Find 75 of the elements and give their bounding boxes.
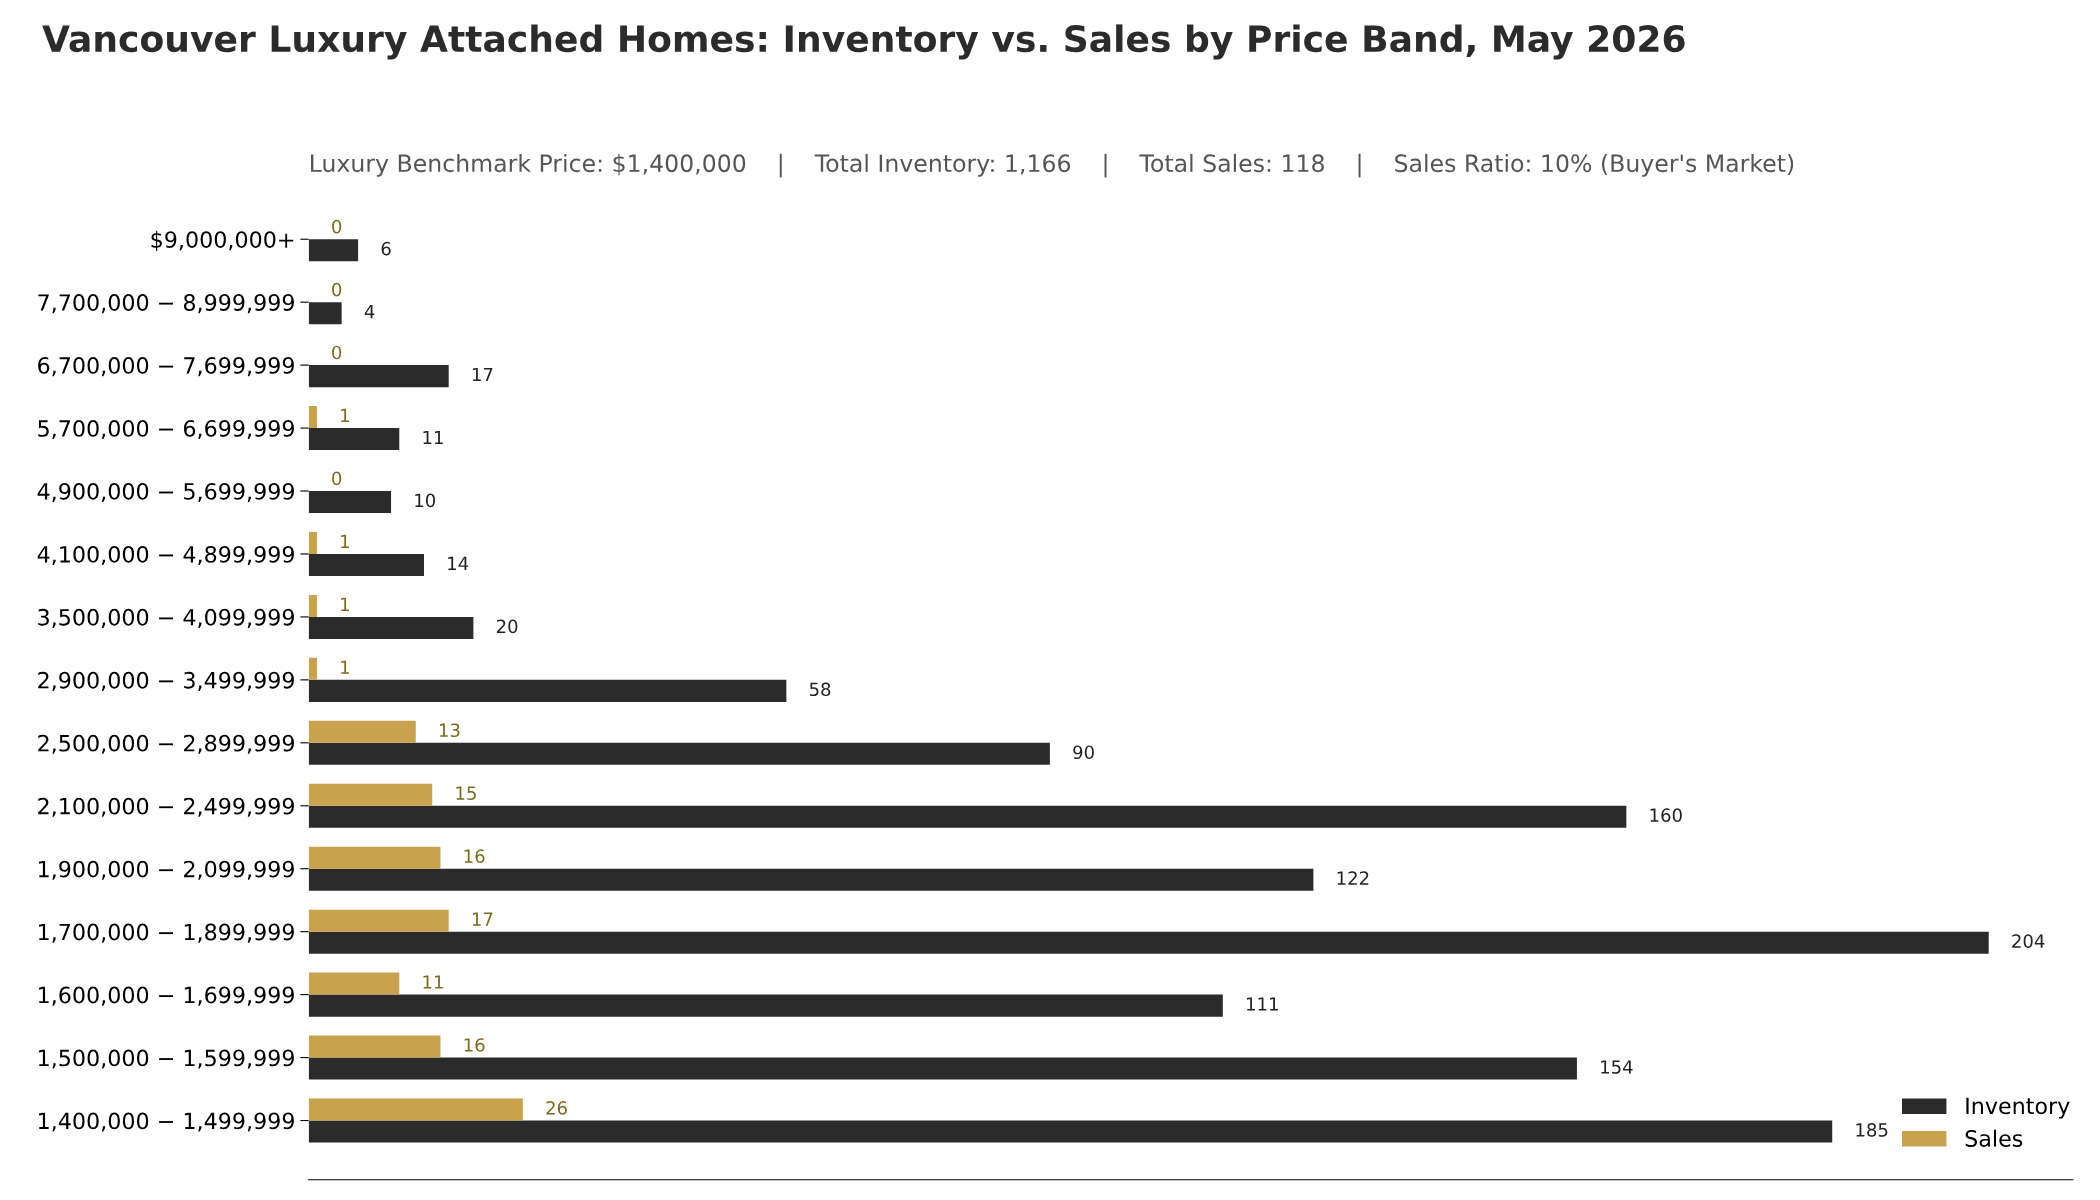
bar [308,657,317,680]
bar [308,531,317,554]
data-label: 11 [423,430,443,445]
legend-label: Inventory [1966,1097,2070,1119]
chart-title: Vancouver Luxury Attached Homes: Inventory vs. Sales by Price Band, May 2026 [42,24,1685,60]
bar [308,365,449,388]
data-label: 1 [341,534,349,548]
bar [308,406,317,429]
bar [308,302,342,325]
bar [308,972,400,995]
data-label: 1 [341,660,349,674]
bar [308,783,433,806]
bar [308,616,474,639]
bar [308,1057,1577,1080]
data-label: 14 [448,556,469,570]
y-tick-label: 2,500,000 − 2,899,999 [38,734,294,754]
data-label: 13 [439,723,460,738]
chart-subtitle: Luxury Benchmark Price: $1,400,000 | Total Inventory: 1,166 | Total Sales: 118 | Sales Ratio: 10% (Buyer's Market) [311,153,1794,178]
data-label: 1 [341,597,349,611]
bar [308,720,416,743]
data-label: 1 [341,408,349,423]
bar [308,239,359,262]
data-label: 185 [1856,1123,1888,1137]
y-tick-label: 4,900,000 − 5,699,999 [37,482,294,503]
y-tick-label: 1,700,000 − 1,899,999 [39,923,294,943]
data-label: 17 [472,367,493,382]
data-label: 16 [464,1038,485,1052]
bar [308,1035,441,1058]
y-tick-label: 6,700,000 − 7,699,999 [38,357,294,377]
y-tick-label: 2,900,000 − 3,499,999 [38,671,294,691]
data-label: 204 [2012,934,2045,948]
bar [308,805,1627,828]
data-label: 58 [809,682,831,697]
data-label: 160 [1650,808,1682,823]
bar [308,994,1223,1017]
bar [308,868,1314,891]
data-label: 10 [415,493,436,508]
legend-label: Sales [1965,1129,2023,1147]
bar [308,909,449,932]
bar [308,594,317,617]
data-label: 0 [332,219,342,234]
data-label: 0 [332,345,342,360]
y-tick-label: $9,000,000+ [151,230,294,251]
data-label: 0 [332,471,342,486]
y-tick-label: 4,100,000 − 4,899,999 [37,545,294,565]
data-label: 16 [464,849,485,863]
data-label: 4 [364,305,375,319]
data-label: 26 [546,1101,567,1115]
bar [308,679,787,702]
bar [308,846,441,869]
data-label: 111 [1247,997,1278,1011]
y-tick-label: 2,100,000 − 2,499,999 [38,797,294,817]
bar [308,491,392,514]
bar [308,742,1050,765]
y-tick-label: 5,700,000 − 6,699,999 [38,420,294,440]
y-tick-label: 7,700,000 − 8,999,999 [38,294,294,314]
y-tick-label: 1,600,000 − 1,699,999 [39,986,294,1006]
data-label: 6 [381,241,391,256]
data-label: 15 [456,786,476,800]
bar [308,1120,1833,1143]
data-label: 20 [496,619,518,634]
y-tick-label: 1,400,000 − 1,499,999 [39,1112,294,1132]
y-tick-label: 1,500,000 − 1,599,999 [39,1049,294,1069]
data-label: 122 [1337,871,1369,885]
bar [308,931,1989,954]
y-tick-label: 3,500,000 − 4,099,999 [38,608,294,628]
bar [308,1098,523,1121]
bar [308,428,400,451]
data-label: 90 [1073,745,1094,760]
data-label: 154 [1601,1060,1633,1074]
data-label: 0 [332,282,342,297]
bar [308,553,424,576]
data-label: 17 [472,912,493,926]
data-label: 11 [423,975,443,989]
y-tick-label: 1,900,000 − 2,099,999 [39,860,294,880]
